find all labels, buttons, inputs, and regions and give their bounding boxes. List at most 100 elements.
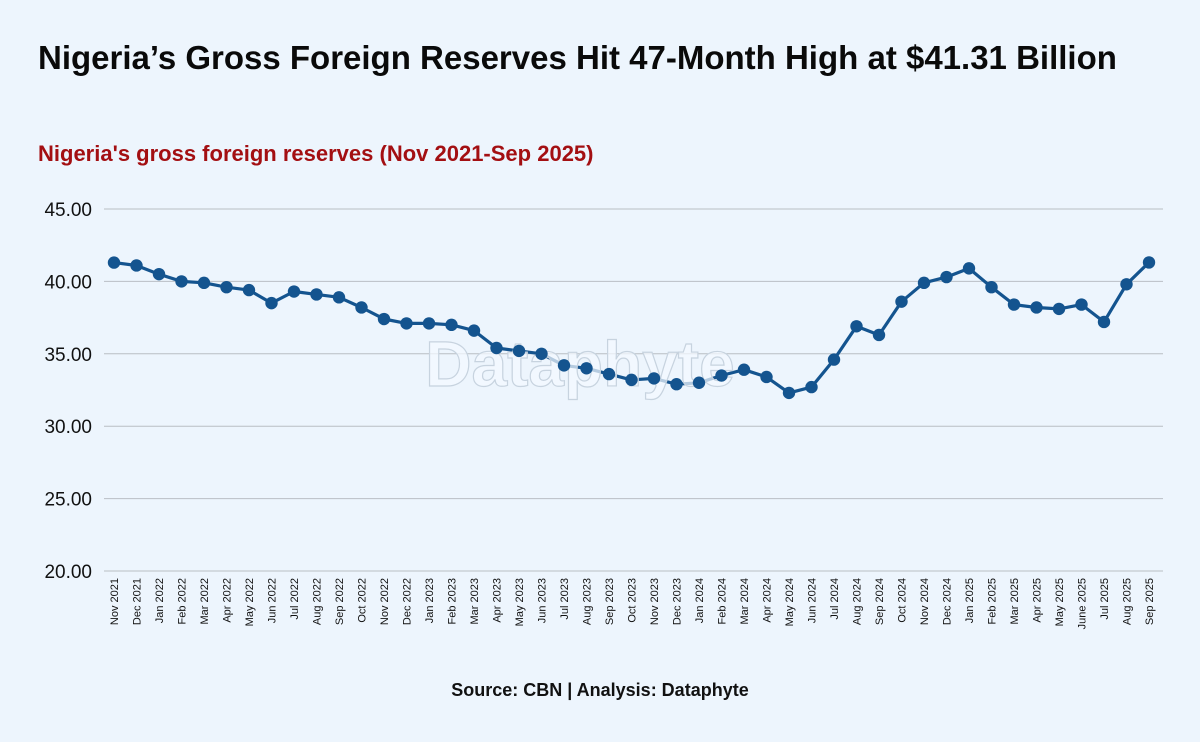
data-point — [670, 378, 683, 391]
x-tick-label: Jul 2024 — [829, 578, 841, 620]
data-point — [895, 295, 908, 308]
x-tick-label: Jan 2022 — [154, 578, 166, 623]
data-point — [220, 280, 233, 294]
data-point — [197, 276, 211, 290]
data-point — [557, 359, 571, 372]
x-tick-label: Jan 2023 — [424, 578, 436, 623]
data-point — [760, 370, 773, 384]
x-tick-label: Jan 2024 — [694, 578, 706, 623]
x-tick-label: Feb 2022 — [177, 578, 189, 624]
x-tick-label: Jan 2025 — [964, 578, 976, 623]
data-point — [175, 275, 188, 288]
data-point — [1120, 278, 1133, 291]
x-axis-tick-labels: Nov 2021 Dec 2021 Jan 2022 Feb 2022 Mar 2022… — [109, 578, 1156, 629]
x-tick-label: Dec 2023 — [672, 578, 684, 625]
y-tick-label: 30.00 — [44, 417, 92, 438]
data-point — [355, 301, 368, 314]
x-tick-label: Jun 2024 — [807, 578, 819, 623]
data-point — [805, 380, 818, 394]
x-tick-label: Jun 2022 — [267, 578, 279, 623]
x-tick-label: Oct 2024 — [897, 578, 909, 623]
x-tick-label: Mar 2022 — [199, 578, 211, 624]
data-point — [445, 318, 458, 332]
data-point — [782, 386, 796, 400]
x-tick-label: Jul 2023 — [559, 578, 571, 620]
chart-title: Nigeria’s Gross Foreign Reserves Hit 47-… — [38, 39, 1117, 76]
y-tick-label: 45.00 — [44, 200, 92, 221]
data-point — [872, 328, 886, 342]
data-point — [602, 367, 616, 381]
x-tick-label: Apr 2022 — [222, 578, 234, 623]
data-point — [332, 291, 346, 304]
data-point — [265, 296, 278, 310]
x-tick-label: Mar 2023 — [469, 578, 481, 624]
y-tick-label: 35.00 — [44, 345, 92, 366]
x-tick-label: Dec 2021 — [132, 578, 144, 625]
y-axis-tick-labels: 20.00 25.00 30.00 35.00 40.00 45.00 — [44, 200, 92, 583]
data-point — [130, 259, 143, 272]
x-tick-label: Jul 2022 — [289, 578, 301, 620]
x-tick-label: Sep 2022 — [334, 578, 346, 625]
data-point — [827, 353, 841, 366]
y-tick-label: 25.00 — [44, 490, 92, 511]
x-tick-label: Dec 2024 — [942, 578, 954, 625]
data-point — [1030, 301, 1043, 314]
x-tick-label: Feb 2024 — [717, 578, 729, 624]
data-point — [1075, 298, 1088, 311]
x-tick-label: Nov 2021 — [109, 578, 121, 625]
data-point — [962, 262, 976, 275]
x-tick-label: Feb 2023 — [447, 578, 459, 624]
data-point — [580, 362, 593, 375]
data-point — [400, 317, 413, 330]
x-tick-label: Dec 2022 — [402, 578, 414, 625]
gridlines — [104, 208, 1163, 572]
data-point — [490, 341, 503, 355]
x-tick-label: Aug 2022 — [312, 578, 324, 625]
data-points — [107, 256, 1156, 400]
x-tick-label: May 2024 — [784, 578, 796, 626]
x-tick-label: May 2025 — [1054, 578, 1066, 626]
x-tick-label: Sep 2023 — [604, 578, 616, 625]
x-tick-label: Aug 2025 — [1122, 578, 1134, 625]
x-tick-label: Oct 2022 — [357, 578, 369, 623]
data-point — [737, 363, 751, 376]
data-point — [985, 280, 998, 294]
x-tick-label: Apr 2023 — [492, 578, 504, 623]
y-tick-label: 40.00 — [44, 272, 92, 293]
data-point — [310, 288, 323, 301]
x-tick-label: Oct 2023 — [627, 578, 639, 623]
data-point — [1097, 315, 1111, 329]
data-point — [917, 276, 931, 290]
data-point — [1052, 302, 1066, 316]
data-point — [152, 267, 166, 281]
x-tick-label: Nov 2024 — [919, 578, 931, 625]
x-tick-label: Jun 2023 — [537, 578, 549, 623]
data-point — [1142, 256, 1156, 269]
data-point — [715, 369, 728, 382]
data-point — [287, 285, 301, 298]
data-point — [940, 270, 953, 284]
x-tick-label: Nov 2022 — [379, 578, 391, 625]
x-tick-label: Mar 2025 — [1009, 578, 1021, 624]
data-point — [1007, 298, 1021, 311]
x-tick-label: Sep 2024 — [874, 578, 886, 625]
x-tick-label: May 2023 — [514, 578, 526, 626]
x-tick-label: June 2025 — [1077, 578, 1089, 629]
x-tick-label: Feb 2025 — [987, 578, 999, 624]
data-point — [512, 344, 526, 358]
data-point — [422, 317, 436, 330]
x-tick-label: Nov 2023 — [649, 578, 661, 625]
x-tick-label: Aug 2023 — [582, 578, 594, 625]
data-point — [647, 372, 661, 385]
x-tick-label: Mar 2024 — [739, 578, 751, 624]
x-tick-label: Aug 2024 — [852, 578, 864, 625]
data-point — [242, 283, 256, 297]
data-point — [692, 376, 706, 389]
data-point — [625, 373, 638, 387]
y-tick-label: 20.00 — [44, 562, 92, 583]
chart-subtitle: Nigeria's gross foreign reserves (Nov 20… — [38, 141, 594, 166]
x-tick-label: Apr 2024 — [762, 578, 774, 623]
data-point — [107, 256, 121, 269]
x-tick-label: Sep 2025 — [1144, 578, 1156, 625]
